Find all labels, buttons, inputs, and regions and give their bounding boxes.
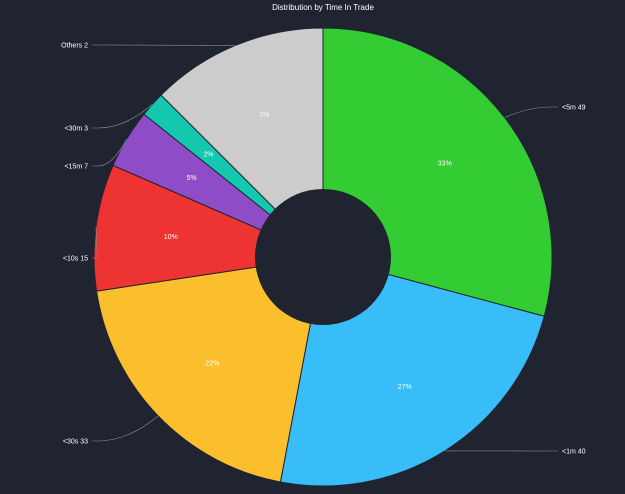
slice-label: <30s 33 [63,439,88,446]
slice-label: <10s 15 [63,256,88,263]
chart-title: Distribution by Time In Trade [272,3,374,12]
slice-label: <15m 7 [64,164,88,171]
slice-label: Others 2 [61,43,88,50]
slice-percent-label: 2% [203,152,213,159]
slice-percent-label: 1% [259,112,269,119]
leader-line [504,106,558,118]
slice-label: <1m 40 [562,449,586,456]
leader-line [92,415,159,442]
slice-percent-label: 22% [205,361,219,368]
slice-percent-label: 5% [186,175,196,182]
slice-label: <5m 49 [562,105,586,112]
leader-line [92,227,99,259]
slice-label: <30m 3 [64,126,88,133]
pie-slice [95,256,324,483]
slice-percent-label: 10% [164,234,178,241]
leader-line [92,104,153,129]
leader-line [92,138,128,167]
slice-percent-label: 33% [438,161,452,168]
donut-hole [255,189,391,325]
slice-percent-label: 27% [398,384,412,391]
